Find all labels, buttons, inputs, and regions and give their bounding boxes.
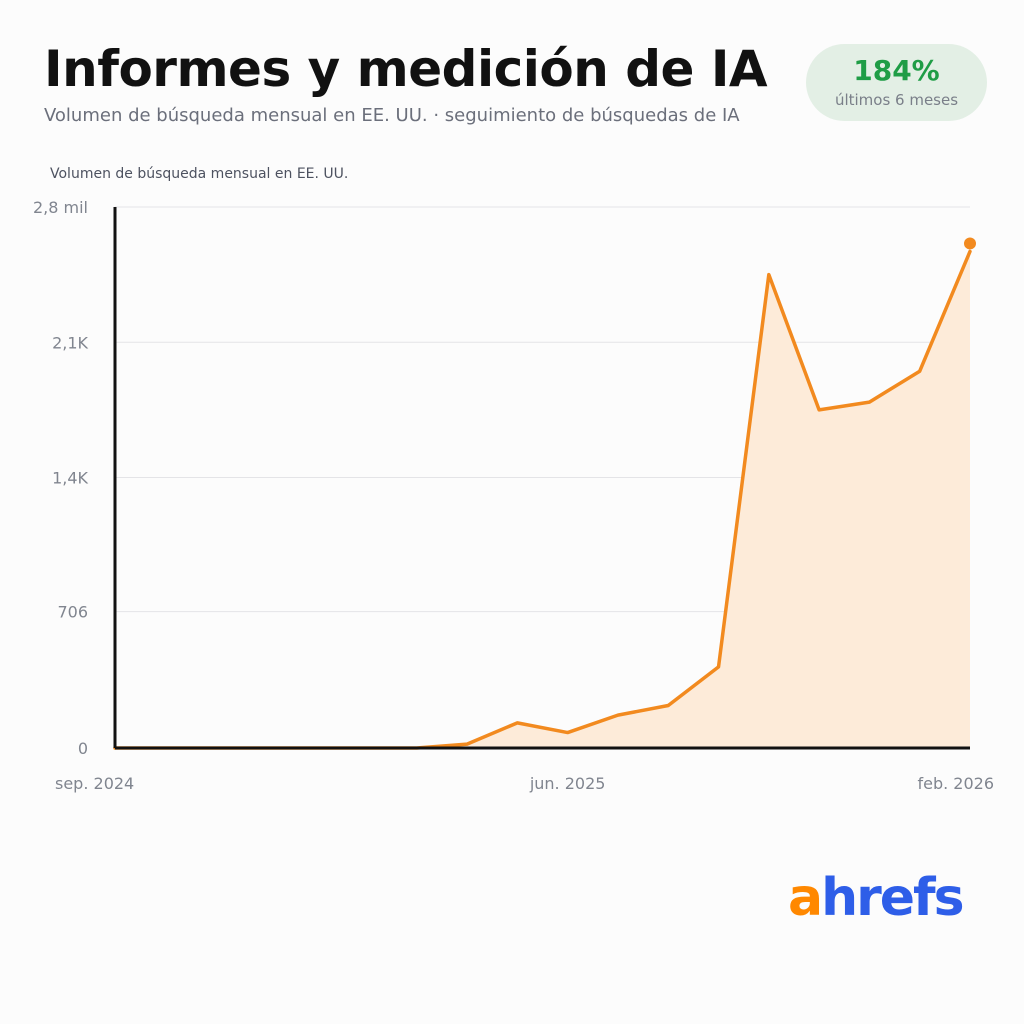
logo-first-letter: a	[788, 868, 823, 928]
page-title: Informes y medición de IA	[44, 40, 768, 98]
y-tick-label: 2,8 mil	[33, 198, 88, 217]
y-tick-label: 2,1K	[52, 333, 88, 352]
logo-rest: hrefs	[821, 868, 965, 928]
x-tick-label: jun. 2025	[529, 774, 606, 793]
growth-badge: 184% últimos 6 meses	[806, 44, 987, 121]
y-tick-label: 0	[78, 739, 88, 758]
x-tick-label: sep. 2024	[55, 774, 134, 793]
growth-badge-label: últimos 6 meses	[834, 91, 959, 109]
ahrefs-logo: ahrefs	[788, 868, 965, 928]
latest-point-marker	[964, 237, 976, 250]
page-subtitle: Volumen de búsqueda mensual en EE. UU. ·…	[44, 105, 740, 126]
growth-badge-value: 184%	[853, 54, 940, 87]
x-tick-label: feb. 2026	[917, 774, 994, 793]
y-tick-label: 1,4K	[52, 469, 88, 488]
y-axis-label: Volumen de búsqueda mensual en EE. UU.	[50, 166, 348, 182]
y-tick-label: 706	[57, 603, 88, 622]
series-area	[115, 251, 970, 749]
search-volume-chart: Volumen de búsqueda mensual en EE. UU. 0…	[33, 166, 994, 793]
